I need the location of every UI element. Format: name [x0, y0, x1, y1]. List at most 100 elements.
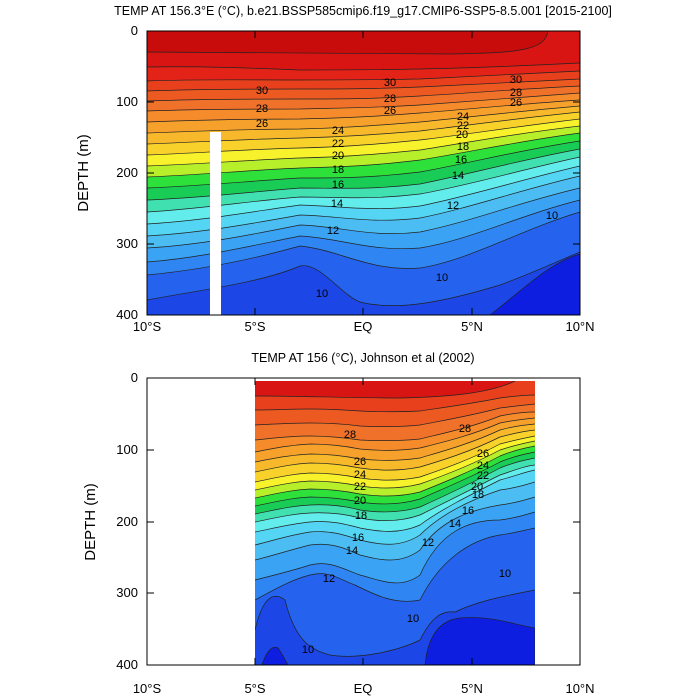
y-axis [147, 377, 580, 666]
contour-label: 18 [457, 141, 469, 153]
y-axis-label: DEPTH (m) [82, 483, 99, 561]
contour-field [147, 31, 580, 315]
x-tick-label: 10°N [565, 681, 594, 696]
isotherm-line [147, 70, 580, 82]
contour-label: 12 [327, 225, 339, 237]
y-tick-label: 100 [116, 94, 138, 109]
y-tick-label: 300 [116, 585, 138, 600]
contour-label: 14 [449, 518, 461, 530]
y-tick-label: 0 [131, 23, 138, 38]
isotherm-line [147, 31, 549, 55]
contour-band [147, 31, 548, 54]
contour-label: 26 [354, 456, 366, 468]
contour-label: 10 [302, 644, 314, 656]
x-tick-label: 10°N [565, 319, 594, 334]
contour-label: 24 [457, 111, 469, 123]
contour-label: 24 [332, 125, 344, 137]
contour-label: 26 [384, 105, 396, 117]
isotherm-line [147, 187, 580, 249]
contour-label: 28 [459, 423, 471, 435]
isotherm-line [147, 92, 580, 112]
y-tick-label: 200 [116, 165, 138, 180]
contour-label: 22 [354, 481, 366, 493]
y-tick-label: 400 [116, 307, 138, 322]
x-tick-label: 5°N [461, 681, 483, 696]
contour-label: 24 [354, 469, 366, 481]
cold-core [424, 617, 535, 665]
isotherm-line [255, 417, 535, 453]
x-tick-label: 5°N [461, 319, 483, 334]
isotherm-line [255, 464, 535, 523]
x-tick-label: 10°S [133, 681, 162, 696]
y-axis-label: DEPTH (m) [75, 134, 92, 212]
isotherm-line [255, 440, 535, 491]
contour-label: 30 [510, 74, 522, 86]
contour-label: 28 [344, 429, 356, 441]
contour-label: 12 [447, 200, 459, 212]
isotherm-line [147, 251, 580, 306]
contour-label: 30 [256, 85, 268, 97]
isotherm-line [255, 381, 516, 399]
isotherm-line [147, 105, 580, 134]
isotherm-line [255, 411, 535, 442]
contour-label: 20 [332, 150, 344, 162]
contour-label: 26 [510, 97, 522, 109]
x-axis [146, 378, 581, 665]
isotherm-line [147, 78, 580, 92]
y-tick-label: 300 [116, 236, 138, 251]
contour-label: 16 [462, 505, 474, 517]
isotherm-line [147, 62, 580, 71]
contour-label: 10 [499, 568, 511, 580]
contour-labels: 30 30 30 28 28 28 26 26 26 24 24 22 22 2… [256, 74, 558, 300]
isotherm-line [147, 211, 580, 276]
isotherm-line [255, 423, 535, 463]
y-axis [147, 30, 580, 316]
x-tick-label: 10°S [133, 319, 162, 334]
y-tick-label: 100 [116, 442, 138, 457]
contour-label: 20 [471, 481, 483, 493]
isotherm-line [255, 435, 535, 483]
isotherm-line [255, 527, 535, 602]
contour-label: 20 [456, 129, 468, 141]
contour-label: 14 [331, 198, 343, 210]
isotherm-line [255, 403, 535, 428]
isotherm-line [255, 457, 535, 515]
x-tick-label: 5°S [244, 319, 265, 334]
isotherm-line [255, 511, 535, 584]
contour-band [255, 381, 515, 398]
contour-label: 26 [477, 448, 489, 460]
contour-label: 18 [332, 164, 344, 176]
contour-label: 24 [477, 460, 489, 472]
contour-label: 28 [510, 87, 522, 99]
isotherm-line [255, 394, 535, 413]
contour-labels: 28 28 26 26 24 24 22 22 20 20 18 18 16 1… [302, 423, 511, 656]
isotherm-line [147, 175, 580, 237]
contour-label: 14 [452, 170, 464, 182]
x-tick-label: EQ [354, 681, 373, 696]
y-tick-label: 400 [116, 657, 138, 672]
x-tick-label: EQ [354, 319, 373, 334]
isotherm-line [255, 469, 535, 533]
isotherm-line [255, 496, 535, 561]
contour-label: 22 [457, 120, 469, 132]
contour-label: 10 [407, 613, 419, 625]
isotherm-line [255, 481, 535, 546]
contour-label: 18 [472, 489, 484, 501]
panel-title: TEMP AT 156.3°E (°C), b.e21.BSSP585cmip6… [114, 4, 612, 18]
contour-label: 20 [354, 495, 366, 507]
contour-label: 12 [323, 573, 335, 585]
y-tick-label: 0 [131, 370, 138, 385]
x-tick-label: 5°S [244, 681, 265, 696]
x-axis [146, 31, 581, 315]
contour-label: 26 [256, 118, 268, 130]
isotherm-line [255, 445, 535, 499]
contour-label: 22 [477, 470, 489, 482]
contour-label: 18 [355, 510, 367, 522]
contour-label: 28 [256, 103, 268, 115]
contour-label: 12 [422, 537, 434, 549]
contour-label: 16 [332, 179, 344, 191]
contour-label: 28 [384, 93, 396, 105]
contour-label: 14 [346, 545, 358, 557]
cold-core [261, 646, 289, 665]
